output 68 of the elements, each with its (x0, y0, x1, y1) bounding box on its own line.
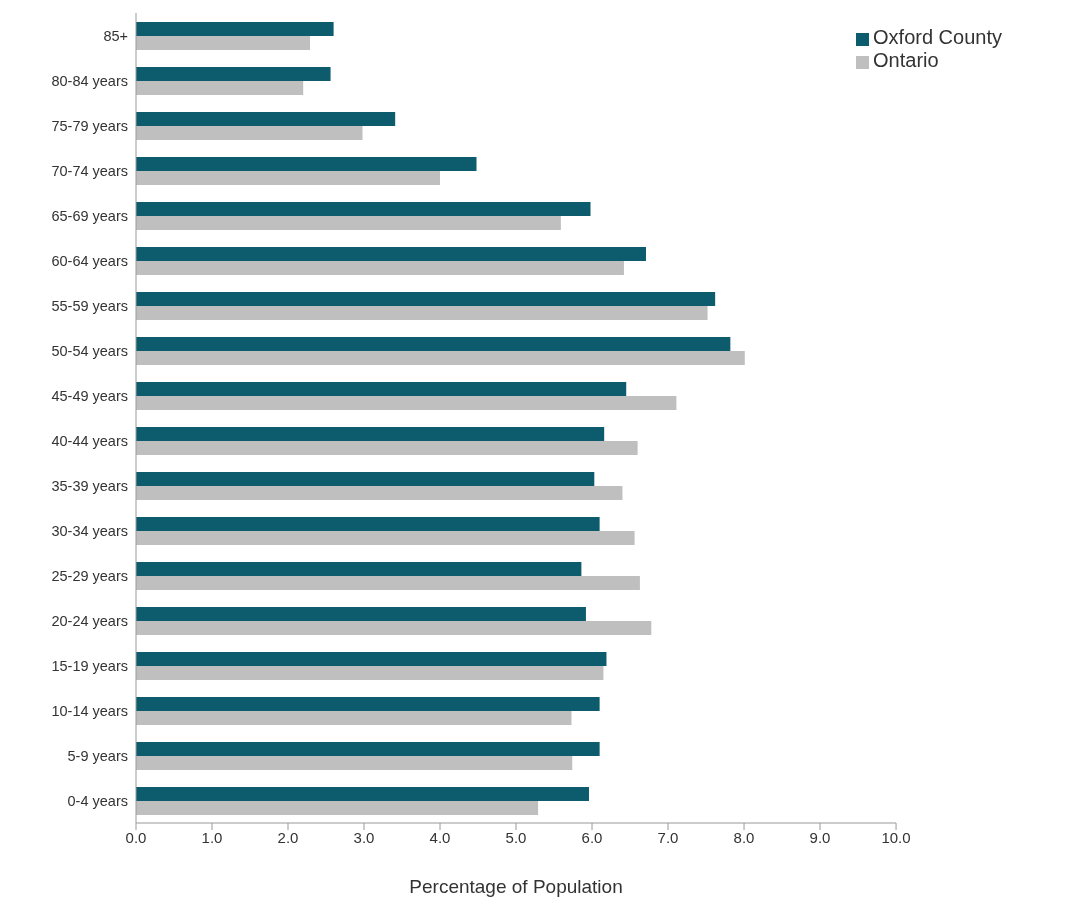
y-tick-label: 0-4 years (67, 792, 128, 809)
bar (136, 292, 716, 306)
x-axis-title: Percentage of Population (409, 876, 623, 897)
bar (136, 351, 745, 365)
y-tick-label: 45-49 years (51, 387, 128, 404)
bar (136, 697, 600, 711)
y-tick-label: 55-59 years (51, 297, 128, 314)
y-tick-label: 40-44 years (51, 432, 128, 449)
x-tick-label: 7.0 (657, 828, 679, 846)
bar (136, 441, 638, 455)
bar (136, 576, 640, 590)
legend-label: Oxford County (873, 26, 1002, 48)
bar (136, 157, 477, 171)
bar (136, 306, 708, 320)
bar (136, 81, 304, 95)
y-tick-label: 25-29 years (51, 567, 128, 584)
bar (136, 472, 595, 486)
bar (136, 711, 572, 725)
bar (136, 382, 627, 396)
y-tick-label: 35-39 years (51, 477, 128, 494)
bar (136, 216, 561, 230)
x-tick-label: 9.0 (809, 828, 831, 846)
bar (136, 337, 731, 351)
x-tick-label: 3.0 (353, 828, 375, 846)
bar (136, 67, 331, 81)
bar (136, 652, 607, 666)
x-tick-label: 10.0 (881, 828, 911, 846)
legend-label: Ontario (873, 49, 939, 71)
x-tick-label: 2.0 (277, 828, 299, 846)
bar (136, 756, 573, 770)
x-tick-label: 1.0 (201, 828, 223, 846)
bar (136, 22, 334, 36)
y-tick-label: 5-9 years (67, 747, 128, 764)
y-tick-label: 60-64 years (51, 252, 128, 269)
x-tick-label: 6.0 (581, 828, 603, 846)
y-tick-label: 50-54 years (51, 342, 128, 359)
bar (136, 261, 624, 275)
bar (136, 486, 623, 500)
bar (136, 531, 635, 545)
y-tick-label: 85+ (103, 27, 128, 44)
x-tick-label: 0.0 (125, 828, 147, 846)
bar (136, 396, 677, 410)
x-tick-label: 5.0 (505, 828, 527, 846)
x-tick-label: 4.0 (429, 828, 451, 846)
y-tick-label: 30-34 years (51, 522, 128, 539)
bar (136, 427, 605, 441)
bar (136, 171, 441, 185)
bar (136, 742, 600, 756)
bar (136, 202, 591, 216)
bar (136, 126, 363, 140)
y-tick-label: 70-74 years (51, 162, 128, 179)
bar (136, 517, 600, 531)
bar (136, 621, 652, 635)
bar (136, 36, 311, 50)
bar (136, 562, 582, 576)
bar (136, 666, 604, 680)
y-tick-label: 65-69 years (51, 207, 128, 224)
bar (136, 247, 646, 261)
bar (136, 787, 589, 801)
y-tick-label: 75-79 years (51, 117, 128, 134)
y-tick-label: 10-14 years (51, 702, 128, 719)
bar (136, 801, 539, 815)
y-tick-label: 80-84 years (51, 72, 128, 89)
y-tick-label: 15-19 years (51, 657, 128, 674)
bar (136, 112, 396, 126)
y-tick-label: 20-24 years (51, 612, 128, 629)
bar (136, 607, 586, 621)
x-tick-label: 8.0 (733, 828, 755, 846)
